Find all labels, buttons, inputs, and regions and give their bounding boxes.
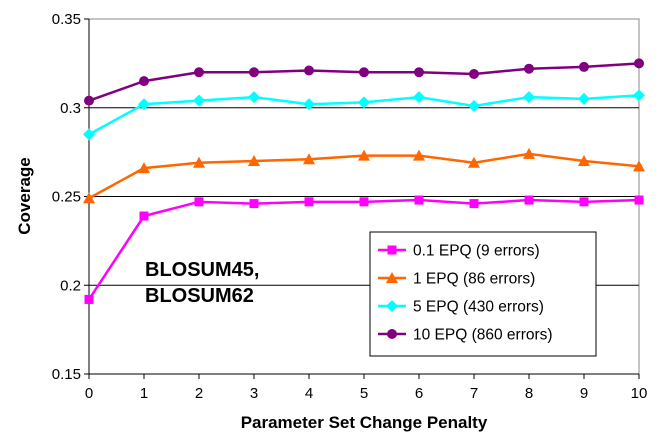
x-tick-label: 3 bbox=[250, 385, 258, 402]
data-point bbox=[579, 197, 589, 207]
legend-box bbox=[369, 231, 597, 357]
data-point bbox=[634, 195, 644, 205]
y-tick-label: 0.3 bbox=[60, 100, 81, 117]
y-tick-labels: 0.15 0.2 0.25 0.3 0.35 bbox=[52, 11, 81, 383]
series-square bbox=[84, 195, 644, 304]
legend-label: 10 EPQ (860 errors) bbox=[413, 327, 553, 344]
x-tick-label: 1 bbox=[140, 385, 148, 402]
series-diamond bbox=[83, 89, 645, 141]
data-point bbox=[633, 89, 645, 102]
data-point bbox=[414, 195, 424, 205]
data-point bbox=[579, 61, 589, 72]
x-tick-label: 5 bbox=[360, 385, 368, 402]
data-point bbox=[633, 160, 645, 172]
data-point bbox=[523, 91, 535, 104]
x-tick-label: 7 bbox=[470, 385, 478, 402]
legend-label: 1 EPQ (86 errors) bbox=[413, 271, 535, 288]
x-tick-label: 8 bbox=[525, 385, 533, 402]
data-point bbox=[578, 92, 590, 105]
data-point bbox=[83, 192, 95, 204]
data-point bbox=[358, 96, 370, 109]
data-point bbox=[303, 153, 315, 165]
annotation-line-1: BLOSUM45, bbox=[145, 259, 259, 281]
data-point bbox=[139, 211, 149, 221]
data-point bbox=[249, 67, 259, 78]
legend: 0.1 EPQ (9 errors) 1 EPQ (86 errors) 5 EPQ… bbox=[369, 231, 597, 357]
data-point bbox=[304, 197, 314, 207]
y-axis-title: Coverage bbox=[15, 157, 34, 234]
x-tick-label: 4 bbox=[305, 385, 313, 402]
legend-swatch-marker bbox=[386, 272, 398, 283]
data-point bbox=[83, 128, 95, 141]
data-point bbox=[193, 94, 205, 107]
data-point bbox=[469, 69, 479, 80]
data-point bbox=[414, 67, 424, 78]
legend-label: 0.1 EPQ (9 errors) bbox=[413, 243, 540, 260]
data-point bbox=[578, 155, 590, 166]
data-point bbox=[139, 76, 149, 87]
data-point bbox=[304, 65, 314, 76]
x-tick-label: 9 bbox=[580, 385, 588, 402]
data-point bbox=[138, 98, 150, 111]
y-tick-label: 0.35 bbox=[52, 11, 81, 28]
legend-swatch-marker bbox=[387, 329, 397, 339]
x-axis-title: Parameter Set Change Penalty bbox=[241, 413, 488, 432]
x-tick-label: 6 bbox=[415, 385, 423, 402]
x-tick-label: 2 bbox=[195, 385, 203, 402]
data-point bbox=[194, 67, 204, 78]
data-point bbox=[358, 149, 370, 161]
series-circle bbox=[84, 58, 644, 106]
data-point bbox=[248, 91, 260, 104]
data-point bbox=[194, 197, 204, 207]
y-tick-label: 0.15 bbox=[52, 366, 81, 383]
data-point bbox=[84, 95, 94, 106]
annotation-line-2: BLOSUM62 bbox=[145, 285, 254, 307]
data-point bbox=[469, 199, 479, 209]
y-tick-label: 0.25 bbox=[52, 189, 81, 206]
data-point bbox=[193, 156, 205, 168]
data-point bbox=[248, 155, 260, 166]
data-point bbox=[303, 98, 315, 111]
legend-swatch-marker bbox=[386, 300, 398, 312]
legend-label: 5 EPQ (430 errors) bbox=[413, 299, 544, 316]
data-point bbox=[413, 91, 425, 104]
data-point bbox=[84, 294, 94, 304]
data-point bbox=[138, 162, 150, 174]
x-tick-labels: 0 1 2 3 4 5 6 7 8 9 10 bbox=[85, 385, 648, 402]
data-point bbox=[468, 99, 480, 112]
series-group bbox=[83, 58, 645, 304]
data-point bbox=[634, 58, 644, 69]
data-point bbox=[249, 199, 259, 209]
legend-swatch-marker bbox=[387, 245, 397, 255]
data-point bbox=[359, 197, 369, 207]
x-tick-label: 10 bbox=[631, 385, 648, 402]
data-point bbox=[524, 63, 534, 74]
data-point bbox=[468, 156, 480, 168]
data-point bbox=[359, 67, 369, 78]
x-tick-label: 0 bbox=[85, 385, 93, 402]
series-triangle bbox=[83, 147, 645, 204]
data-point bbox=[523, 147, 535, 159]
data-point bbox=[413, 149, 425, 161]
y-tick-label: 0.2 bbox=[60, 277, 81, 294]
data-point bbox=[524, 195, 534, 205]
